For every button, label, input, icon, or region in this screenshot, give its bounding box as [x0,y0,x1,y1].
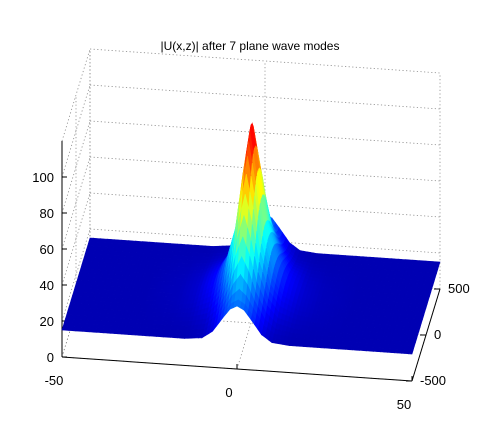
surface-patch [417,318,423,324]
grid-line [89,192,441,218]
grid-line [61,120,91,214]
surface-patch [420,307,427,313]
surface-patch [408,349,414,355]
grid-line [89,156,441,182]
surface-patch [422,303,428,309]
grid-line [89,48,441,74]
x-tick-labels: -50 0 50 [45,373,412,412]
surface-patch [419,311,426,317]
grid-line [89,228,441,254]
surface-patch [429,280,435,286]
z-tick-label: 0 [47,350,54,365]
x-tick-label: 50 [397,397,411,412]
z-tick-labels: 0 20 40 60 80 100 [32,170,54,365]
surface-patch [433,265,440,271]
surface-patch [424,295,430,301]
y-tick-label: 0 [434,327,441,342]
y-tick-label: -500 [420,373,446,388]
y-tick-labels: -500 0 500 [420,281,470,388]
grid-line [61,228,91,322]
x-tick-label: 0 [225,385,232,400]
grid-line [61,48,91,142]
z-tick-label: 60 [40,242,54,257]
y-tick-label: 500 [448,281,470,296]
surface-patch [412,334,419,340]
grid-line [89,84,441,110]
surface-patch [425,292,432,297]
z-tick-label: 100 [32,170,54,185]
x-tick-label: -50 [45,373,64,388]
grid-line [89,120,441,146]
grid-line [61,84,91,178]
chart-title: |U(x,z)| after 7 plane wave modes [161,39,340,53]
surface-patch [423,299,429,305]
surface-patch [415,326,421,332]
surface-patch [430,276,436,282]
z-tick-label: 20 [40,314,54,329]
surface-patch [416,322,422,328]
surface-patch [411,338,418,343]
surface-patch [427,284,434,290]
surface-patch [432,269,439,274]
surface-patch [431,272,437,278]
surface-patch [409,345,415,351]
surface-patch [434,261,441,267]
surface-patch [410,341,416,347]
z-tick-label: 40 [40,278,54,293]
z-tick-label: 80 [40,206,54,221]
surface [61,122,441,355]
surface-patch [413,330,420,336]
grid-line [61,192,91,286]
axes [61,141,441,382]
grid-line [61,156,91,250]
surface-patch [418,315,425,320]
surface-patch [426,288,433,294]
